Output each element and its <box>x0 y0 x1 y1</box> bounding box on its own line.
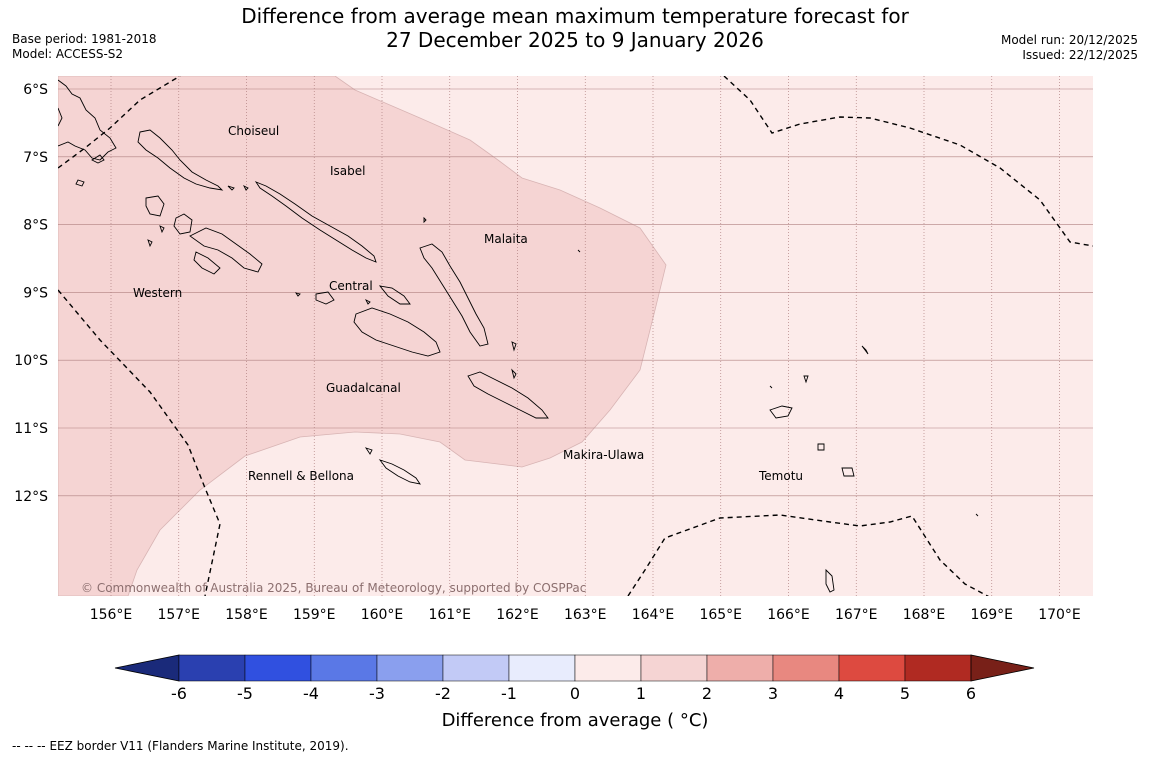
colorbar-cell <box>838 654 906 682</box>
lat-label: 7°S <box>23 150 48 166</box>
label-makira-ulawa: Makira-Ulawa <box>563 448 644 462</box>
copyright-notice: © Commonwealth of Australia 2025, Bureau… <box>81 581 586 595</box>
lon-label: 170°E <box>1038 607 1081 623</box>
colorbar-cell <box>640 654 708 682</box>
eez-legend-dash: -- -- -- <box>12 739 46 753</box>
colorbar-tick: 3 <box>768 684 778 703</box>
map-title-line1: Difference from average mean maximum tem… <box>241 4 909 28</box>
colorbar-cell <box>376 654 444 682</box>
map-title-line2: 27 December 2025 to 9 January 2026 <box>386 28 764 52</box>
colorbar-cell <box>244 654 312 682</box>
lat-label: 12°S <box>14 489 48 505</box>
colorbar-cell <box>904 654 972 682</box>
colorbar: -6 -5 -4 -3 -2 -1 0 1 2 3 4 5 6 <box>114 654 1035 703</box>
lat-label: 8°S <box>23 218 48 234</box>
model-run: Model run: 20/12/2025 <box>1000 33 1138 47</box>
lon-label: 168°E <box>903 607 946 623</box>
colorbar-cell <box>310 654 378 682</box>
label-guadalcanal: Guadalcanal <box>326 381 401 395</box>
lon-label: 163°E <box>564 607 607 623</box>
lon-label: 158°E <box>225 607 268 623</box>
colorbar-tick: 0 <box>570 684 580 703</box>
lon-label: 169°E <box>970 607 1013 623</box>
lat-label: 9°S <box>23 285 48 301</box>
colorbar-cell <box>706 654 774 682</box>
lon-label: 166°E <box>767 607 810 623</box>
longitude-labels: 156°E 157°E 158°E 159°E 160°E 161°E 162°E 163°E… <box>90 607 1081 623</box>
coastlines <box>58 79 979 593</box>
latitude-labels: 6°S 7°S 8°S 9°S 10°S 11°S 12°S <box>14 82 48 505</box>
label-western: Western <box>133 286 182 300</box>
colorbar-tick: -2 <box>435 684 451 703</box>
colorbar-tick: -5 <box>237 684 253 703</box>
lat-label: 10°S <box>14 353 48 369</box>
label-malaita: Malaita <box>484 232 528 246</box>
eez-footnote: -- -- -- EEZ border V11 (Flanders Marine… <box>12 739 349 753</box>
colorbar-tick: 1 <box>636 684 646 703</box>
lon-label: 167°E <box>835 607 878 623</box>
lon-label: 156°E <box>90 607 133 623</box>
colorbar-cell <box>574 654 642 682</box>
colorbar-tick: 6 <box>966 684 976 703</box>
label-central: Central <box>329 279 373 293</box>
province-labels: Choiseul Isabel Malaita Western Central … <box>133 124 803 483</box>
lon-label: 159°E <box>293 607 336 623</box>
colorbar-tick: 2 <box>702 684 712 703</box>
lon-label: 165°E <box>699 607 742 623</box>
colorbar-cell <box>178 654 246 682</box>
lon-label: 157°E <box>157 607 200 623</box>
colorbar-tick: 5 <box>900 684 910 703</box>
colorbar-tick: -6 <box>171 684 187 703</box>
colorbar-tick: -3 <box>369 684 385 703</box>
colorbar-tick: 4 <box>834 684 844 703</box>
colorbar-tick: -4 <box>303 684 319 703</box>
colorbar-cell <box>772 654 840 682</box>
eez-legend-text: EEZ border V11 (Flanders Marine Institut… <box>49 739 349 753</box>
colorbar-cell <box>508 654 576 682</box>
model-name: Model: ACCESS-S2 <box>12 47 124 61</box>
colorbar-tick: -1 <box>501 684 517 703</box>
lat-label: 6°S <box>23 82 48 98</box>
issued-date: Issued: 22/12/2025 <box>1022 48 1138 62</box>
graticule <box>58 76 1093 596</box>
colorbar-cell <box>442 654 510 682</box>
map-figure: Choiseul Isabel Malaita Western Central … <box>14 76 1093 623</box>
colorbar-label: Difference from average ( °C) <box>441 710 709 731</box>
lon-label: 162°E <box>496 607 539 623</box>
eez-border <box>58 76 1093 596</box>
base-period: Base period: 1981-2018 <box>12 32 157 46</box>
anomaly-field-1-to-2 <box>58 76 667 596</box>
label-rennell-bellona: Rennell & Bellona <box>248 469 354 483</box>
lon-label: 164°E <box>632 607 675 623</box>
lat-label: 11°S <box>14 421 48 437</box>
lon-label: 160°E <box>361 607 404 623</box>
lon-label: 161°E <box>428 607 471 623</box>
label-choiseul: Choiseul <box>228 124 279 138</box>
colorbar-extend-low <box>114 654 180 682</box>
label-temotu: Temotu <box>758 469 803 483</box>
colorbar-extend-high <box>970 654 1035 682</box>
label-isabel: Isabel <box>330 164 365 178</box>
